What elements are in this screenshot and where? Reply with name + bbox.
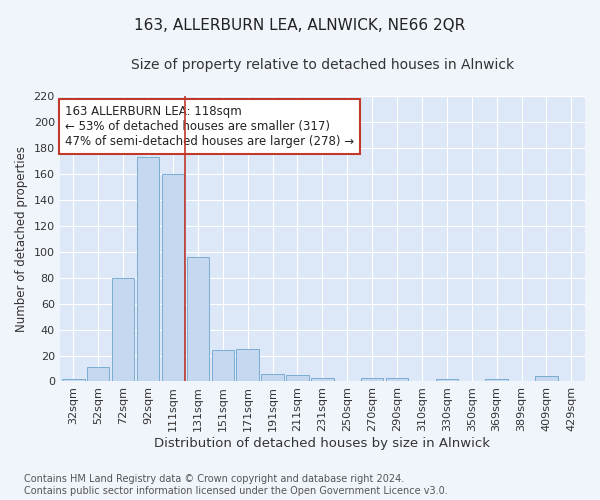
X-axis label: Distribution of detached houses by size in Alnwick: Distribution of detached houses by size … [154,437,490,450]
Bar [436,379,458,382]
Bar [286,375,308,382]
Text: 163 ALLERBURN LEA: 118sqm
← 53% of detached houses are smaller (317)
47% of semi: 163 ALLERBURN LEA: 118sqm ← 53% of detac… [65,105,354,148]
Text: Contains HM Land Registry data © Crown copyright and database right 2024.
Contai: Contains HM Land Registry data © Crown c… [24,474,448,496]
Bar [485,379,508,382]
Title: Size of property relative to detached houses in Alnwick: Size of property relative to detached ho… [131,58,514,71]
Bar [535,376,557,382]
Bar [236,349,259,382]
Bar [212,350,234,382]
Bar [262,374,284,382]
Bar [187,257,209,382]
Bar [137,157,159,382]
Bar [162,174,184,382]
Y-axis label: Number of detached properties: Number of detached properties [15,146,28,332]
Bar [311,378,334,382]
Bar [62,379,85,382]
Bar [361,378,383,382]
Bar [112,278,134,382]
Bar [386,378,408,382]
Text: 163, ALLERBURN LEA, ALNWICK, NE66 2QR: 163, ALLERBURN LEA, ALNWICK, NE66 2QR [134,18,466,32]
Bar [87,367,109,382]
